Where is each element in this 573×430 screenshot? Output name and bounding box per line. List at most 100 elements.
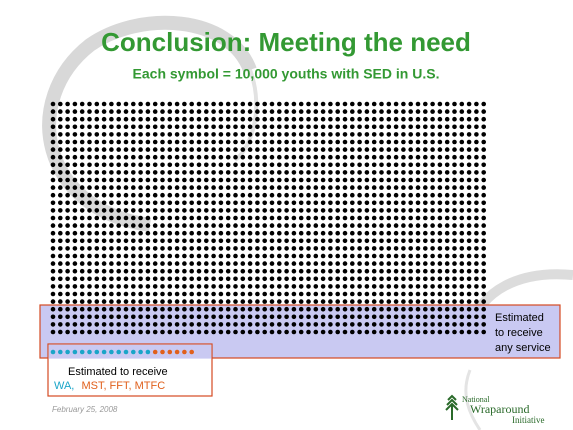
symbol	[51, 299, 56, 304]
symbol	[357, 223, 362, 228]
symbol	[379, 231, 384, 236]
symbol	[321, 117, 326, 122]
symbol	[160, 299, 165, 304]
symbol	[241, 254, 246, 259]
symbol	[270, 132, 275, 137]
symbol	[65, 117, 70, 122]
symbol	[175, 254, 180, 259]
symbol	[365, 170, 370, 175]
symbol	[160, 269, 165, 274]
symbol	[116, 315, 121, 320]
symbol	[182, 246, 187, 251]
symbol	[102, 201, 107, 206]
symbol	[153, 147, 158, 152]
symbol	[292, 201, 297, 206]
symbol	[401, 178, 406, 183]
symbol	[335, 269, 340, 274]
symbol	[423, 261, 428, 266]
symbol	[438, 231, 443, 236]
symbol	[481, 170, 486, 175]
symbol	[314, 330, 319, 335]
symbol	[226, 299, 231, 304]
symbol	[343, 132, 348, 137]
symbol	[153, 178, 158, 183]
symbol	[270, 223, 275, 228]
symbol	[138, 307, 143, 312]
symbol	[408, 216, 413, 221]
symbol	[474, 216, 479, 221]
symbol	[211, 307, 216, 312]
symbol	[211, 140, 216, 145]
symbol	[306, 322, 311, 327]
symbol	[182, 292, 187, 297]
symbol	[109, 269, 114, 274]
symbol	[365, 322, 370, 327]
symbol	[343, 292, 348, 297]
symbol	[175, 292, 180, 297]
symbol	[211, 155, 216, 160]
symbol	[95, 163, 100, 168]
symbol	[109, 155, 114, 160]
symbol	[168, 155, 173, 160]
symbol	[460, 277, 465, 282]
symbol	[131, 307, 136, 312]
symbol	[65, 193, 70, 198]
symbol	[401, 208, 406, 213]
symbol	[350, 254, 355, 259]
symbol	[73, 125, 78, 130]
symbol	[335, 125, 340, 130]
symbol	[124, 315, 129, 320]
symbol	[460, 125, 465, 130]
symbol	[58, 185, 63, 190]
symbol	[131, 254, 136, 259]
symbol	[438, 125, 443, 130]
symbol	[460, 239, 465, 244]
symbol	[160, 132, 165, 137]
symbol	[277, 140, 282, 145]
symbol	[460, 254, 465, 259]
symbol	[365, 261, 370, 266]
symbol	[423, 254, 428, 259]
symbol	[255, 102, 260, 107]
symbol	[211, 216, 216, 221]
symbol	[211, 170, 216, 175]
symbol	[445, 216, 450, 221]
symbol	[153, 102, 158, 107]
symbol	[365, 132, 370, 137]
symbol	[182, 170, 187, 175]
symbol	[277, 185, 282, 190]
symbol	[80, 292, 85, 297]
symbol	[438, 254, 443, 259]
symbol	[131, 322, 136, 327]
symbol	[226, 208, 231, 213]
symbol	[481, 330, 486, 335]
symbol	[335, 330, 340, 335]
symbol	[292, 254, 297, 259]
symbol	[372, 216, 377, 221]
symbol	[138, 246, 143, 251]
symbol	[168, 307, 173, 312]
symbol	[241, 125, 246, 130]
symbol	[58, 102, 63, 107]
symbol	[467, 307, 472, 312]
symbol	[95, 330, 100, 335]
symbol	[219, 178, 224, 183]
symbol	[292, 170, 297, 175]
symbol	[233, 307, 238, 312]
symbol	[116, 223, 121, 228]
symbol	[372, 170, 377, 175]
symbol	[452, 284, 457, 289]
symbol	[416, 185, 421, 190]
symbol	[270, 193, 275, 198]
symbol	[408, 284, 413, 289]
symbol	[430, 208, 435, 213]
symbol	[189, 125, 194, 130]
any-service-label: Estimated	[495, 312, 544, 324]
symbol	[80, 284, 85, 289]
symbol	[87, 117, 92, 122]
symbol	[153, 216, 158, 221]
symbol	[124, 170, 129, 175]
symbol	[87, 201, 92, 206]
symbol	[284, 315, 289, 320]
symbol	[438, 299, 443, 304]
